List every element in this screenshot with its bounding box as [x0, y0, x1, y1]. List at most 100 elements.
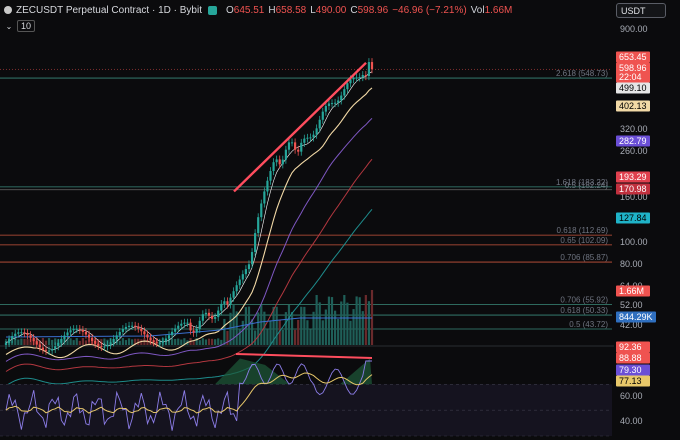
rsi-tag: [616, 341, 650, 353]
volume-bar: [26, 339, 29, 345]
volume-bar: [118, 340, 121, 345]
candle-body: [100, 345, 103, 347]
symbol-logo-icon: [4, 6, 12, 14]
volume-bar: [297, 319, 300, 345]
market-open-icon: [208, 5, 217, 15]
volume-bar: [349, 320, 352, 345]
volume-bar: [284, 312, 287, 345]
candle-body: [167, 335, 171, 339]
candle-body: [272, 162, 275, 172]
volume-bar: [266, 329, 269, 345]
volume-bar: [312, 311, 315, 345]
price-tag-text: 598.96: [619, 63, 647, 73]
low-label: L: [310, 4, 316, 16]
candle-body: [29, 335, 32, 338]
volume-bar: [281, 329, 284, 345]
volume-bar: [300, 306, 303, 345]
candle-body: [214, 317, 217, 319]
symbol-header: ZECUSDT Perpetual Contract · 1D · Bybit …: [4, 3, 512, 17]
candle-body: [94, 340, 97, 344]
candle-body: [17, 332, 20, 334]
moving-average-line: [5, 208, 373, 387]
volume-bar: [263, 311, 266, 345]
rsi-pane: [0, 358, 612, 437]
rsi-tag: [616, 364, 650, 376]
volume-bar: [17, 339, 20, 345]
candle-body: [127, 325, 131, 327]
candle-body: [223, 301, 226, 304]
candle-body: [47, 350, 51, 352]
rsi-tag-text: 92.36: [619, 342, 642, 352]
price-tag: [616, 51, 650, 63]
rsi-tag-text: 77.13: [619, 376, 642, 386]
rsi-tag: [616, 375, 650, 387]
candle-body: [78, 328, 81, 330]
volume-bar: [244, 307, 247, 345]
rsi-axis-label: 60.00: [620, 391, 643, 401]
candle-body: [210, 315, 214, 319]
close-label: C: [350, 4, 358, 16]
volume-bar: [229, 312, 232, 345]
volume-bar: [23, 338, 26, 345]
price-tag-text: 844.29K: [619, 312, 653, 322]
volume-bar: [232, 305, 235, 345]
candle-body: [44, 349, 48, 351]
volume-bar: [72, 340, 75, 345]
fib-label: 0.618 (50.33): [560, 306, 608, 315]
price-tag: [616, 212, 650, 224]
candle-body: [198, 320, 201, 329]
candle-body: [140, 328, 143, 332]
price-axis-label: 900.00: [620, 24, 648, 34]
volume-bar: [260, 305, 263, 345]
candle-body: [32, 337, 35, 342]
candle-body: [220, 303, 223, 311]
fib-label: 2.618 (548.73): [556, 69, 608, 78]
candle-body: [321, 111, 324, 120]
candle-body: [278, 159, 281, 165]
price-tag-text: 282.79: [619, 136, 647, 146]
candle-body: [121, 329, 124, 332]
candle-body: [358, 77, 361, 79]
moving-average-line: [5, 158, 373, 372]
open-value: 645.51: [233, 4, 265, 16]
volume-bar: [198, 340, 201, 345]
candle-body: [343, 89, 346, 96]
rsi-overbought-fill: [215, 358, 290, 385]
candle-body: [183, 322, 186, 324]
price-axis-label: 80.00: [620, 259, 643, 269]
volume-bar: [247, 306, 251, 345]
candle-body: [69, 330, 72, 333]
volume-bar: [131, 339, 134, 345]
price-tag-text: 22:04: [619, 72, 642, 82]
candle-body: [115, 335, 118, 339]
indicator-count-badge[interactable]: 10: [17, 20, 36, 32]
volume-bar: [146, 340, 149, 345]
volume-bar: [352, 309, 355, 345]
volume-bar: [204, 339, 208, 345]
price-tag-text: 193.29: [619, 172, 647, 182]
candle-body: [72, 329, 75, 331]
fib-label: 0.706 (55.92): [560, 296, 608, 305]
candle-body: [51, 348, 54, 351]
volume-bar: [170, 339, 174, 345]
candle-body: [297, 149, 300, 152]
candle-body: [201, 314, 204, 321]
trendline-price: [233, 61, 367, 193]
price-tag-text: 1.66M: [619, 286, 644, 296]
symbol-title[interactable]: ZECUSDT Perpetual Contract · 1D · Bybit: [16, 4, 202, 16]
open-label: O: [226, 4, 234, 16]
volume-bar: [226, 330, 229, 345]
currency-button[interactable]: USDT: [616, 3, 666, 18]
volume-bar: [207, 338, 211, 345]
candle-body: [35, 341, 38, 345]
volume-bar: [47, 338, 51, 345]
candle-body: [186, 322, 189, 324]
volume-bar: [315, 295, 318, 345]
volume-bar: [192, 340, 195, 345]
indicator-toggle[interactable]: ⌄ 10: [4, 20, 36, 32]
volume-bar: [51, 339, 54, 345]
chevron-down-icon[interactable]: ⌄: [5, 21, 13, 31]
fib-label: 0.706 (85.87): [560, 253, 608, 262]
